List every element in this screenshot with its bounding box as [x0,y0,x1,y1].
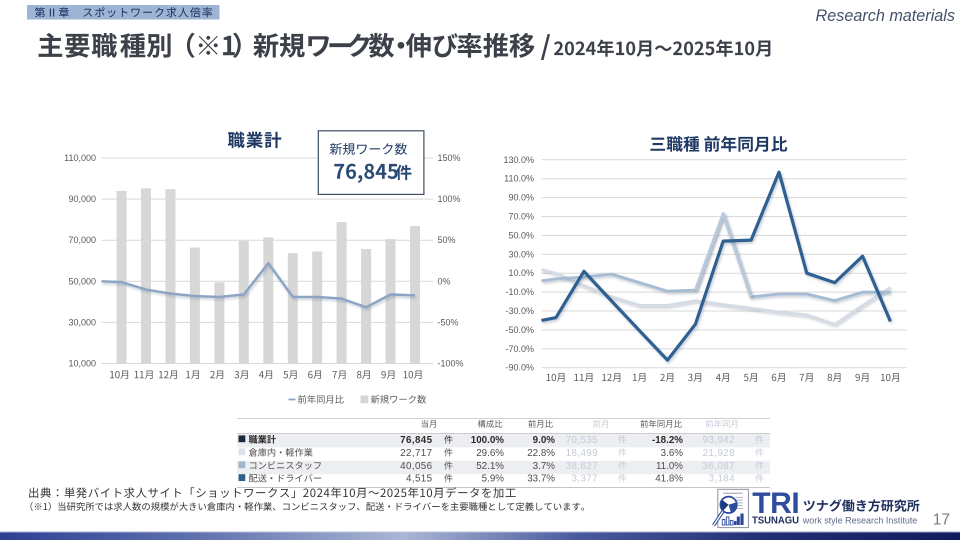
svg-text:11.0%: 11.0% [656,461,683,472]
svg-text:TRI: TRI [752,487,799,520]
svg-text:41.8%: 41.8% [655,474,683,485]
svg-text:70,000: 70,000 [68,235,96,245]
svg-text:-18.2%: -18.2% [652,435,683,446]
svg-text:Research materials: Research materials [816,7,955,25]
svg-text:70.0%: 70.0% [508,212,534,222]
svg-text:10.0%: 10.0% [508,268,534,278]
svg-text:40,056: 40,056 [400,461,433,472]
svg-text:90,000: 90,000 [68,194,96,204]
svg-text:52.1%: 52.1% [476,461,504,472]
svg-text:3,377: 3,377 [571,474,598,485]
svg-text:30.0%: 30.0% [508,249,534,259]
svg-text:70,535: 70,535 [566,435,599,446]
svg-text:-30.0%: -30.0% [505,306,534,316]
svg-text:38,627: 38,627 [566,461,598,472]
svg-text:-50%: -50% [438,317,459,327]
svg-text:5.9%: 5.9% [482,474,505,485]
svg-text:100.0%: 100.0% [471,435,505,446]
svg-text:33.7%: 33.7% [527,474,555,485]
svg-text:130.0%: 130.0% [503,155,534,165]
svg-text:9.0%: 9.0% [533,435,556,446]
svg-text:-90.0%: -90.0% [505,363,534,373]
svg-text:22,717: 22,717 [400,448,432,459]
svg-text:93,942: 93,942 [703,435,735,446]
svg-text:-70.0%: -70.0% [505,344,534,354]
svg-text:-10.0%: -10.0% [505,287,534,297]
svg-text:30,000: 30,000 [68,317,96,327]
svg-text:work style Research Institute: work style Research Institute [802,515,917,526]
svg-text:22.8%: 22.8% [527,448,555,459]
svg-text:4,515: 4,515 [406,474,433,485]
svg-text:-50.0%: -50.0% [505,325,534,335]
svg-text:110.0%: 110.0% [504,174,534,184]
svg-text:18,499: 18,499 [566,448,598,459]
svg-text:10,000: 10,000 [68,359,96,369]
svg-text:3,184: 3,184 [708,474,735,485]
svg-text:29.6%: 29.6% [476,448,504,459]
svg-text:50,000: 50,000 [68,276,96,286]
svg-text:-100%: -100% [438,359,464,369]
svg-text:TSUNAGU: TSUNAGU [752,516,799,527]
svg-text:76,845: 76,845 [400,435,433,446]
svg-text:17: 17 [933,512,950,529]
svg-text:50.0%: 50.0% [508,230,534,240]
svg-text:150%: 150% [438,153,461,163]
svg-text:50%: 50% [438,235,456,245]
svg-text:0%: 0% [438,276,451,286]
svg-text:36,087: 36,087 [703,461,735,472]
svg-text:3.7%: 3.7% [533,461,556,472]
svg-text:90.0%: 90.0% [508,193,534,203]
svg-text:3.6%: 3.6% [661,448,684,459]
svg-text:100%: 100% [438,194,461,204]
svg-text:110,000: 110,000 [64,153,96,163]
svg-text:21,928: 21,928 [703,448,736,459]
